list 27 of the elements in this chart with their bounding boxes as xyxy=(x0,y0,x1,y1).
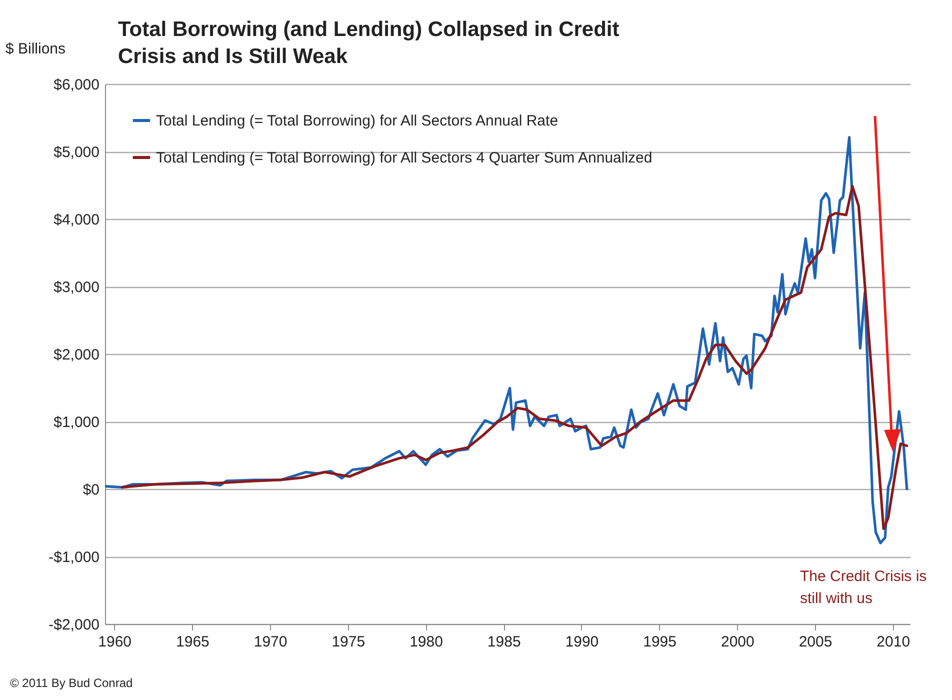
line-series xyxy=(120,184,908,530)
y-tick-label: -$1,000 xyxy=(48,549,100,566)
x-tick-label: 1975 xyxy=(332,634,366,650)
y-axis-title: $ Billions xyxy=(6,40,66,58)
y-tick-label: -$2,000 xyxy=(48,616,100,634)
y-tick-label: $2,000 xyxy=(54,346,100,364)
annotation: The Credit Crisis is still with us xyxy=(800,567,928,609)
legend-label: Total Lending (= Total Borrowing) for All Sectors Annual Rate xyxy=(156,112,558,130)
x-tick-label: 2000 xyxy=(720,634,754,650)
legend-label: Total Lending (= Total Borrowing) for All Sectors 4 Quarter Sum Annualized xyxy=(156,150,652,166)
x-tick-label: 1965 xyxy=(176,634,210,650)
y-tick-label: $4,000 xyxy=(54,212,100,228)
text: © 2011 By Bud Conrad xyxy=(10,676,133,690)
x-tick-label: 2010 xyxy=(876,634,910,650)
y-tick-label: $6,000 xyxy=(54,76,100,94)
y-tick-label: $5,000 xyxy=(54,144,100,161)
chart-title: Total Borrowing (and Lending) Collapsed in Credit Crisis and Is Still Weak xyxy=(118,17,620,70)
y-tick-label: $3,000 xyxy=(54,279,100,296)
x-tick-label: 1980 xyxy=(410,634,443,650)
x-tick-label: 1960 xyxy=(98,634,132,650)
x-tick-label: 1995 xyxy=(643,634,676,650)
x-tick-label: 1970 xyxy=(254,634,288,650)
x-tick-label: 1990 xyxy=(565,634,599,650)
x-tick-label: 2005 xyxy=(798,634,832,650)
y-tick-label: $0 xyxy=(82,482,100,498)
x-tick-label: 1985 xyxy=(487,634,521,650)
y-tick-label: $1,000 xyxy=(54,414,100,431)
